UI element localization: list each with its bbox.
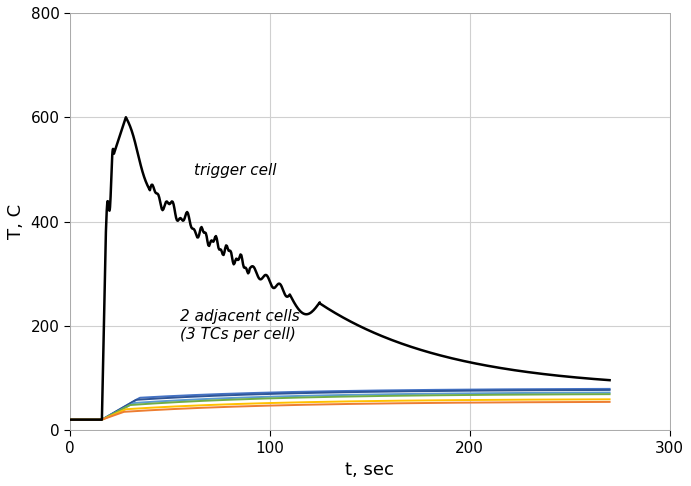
Text: 2 adjacent cells
(3 TCs per cell): 2 adjacent cells (3 TCs per cell) [180,310,300,342]
Text: trigger cell: trigger cell [194,163,276,177]
X-axis label: t, sec: t, sec [346,461,394,479]
Y-axis label: T, C: T, C [7,204,25,239]
